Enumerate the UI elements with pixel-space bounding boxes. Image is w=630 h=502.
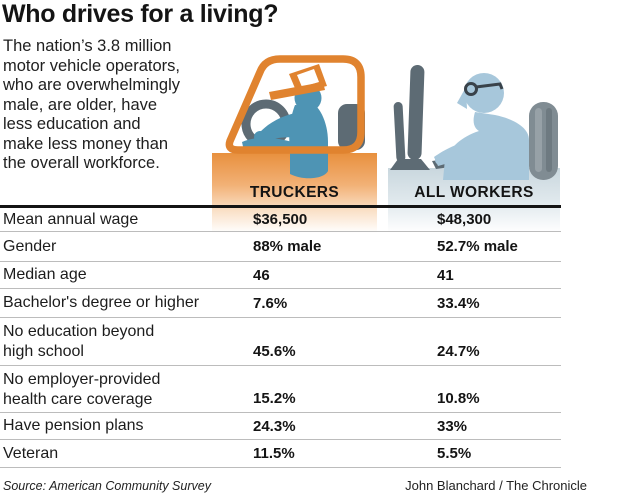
intro-line: who are overwhelmingly [3, 76, 180, 94]
row-label-line: No education beyond [3, 323, 155, 340]
row-label: Mean annual wage [3, 210, 139, 228]
source-attribution: Source: American Community Survey [3, 479, 211, 493]
table-row: Bachelor's degree or higher 7.6% 33.4% [0, 289, 561, 318]
table-row: Gender 88% male 52.7% male [0, 232, 561, 262]
intro-line: motor vehicle operators, [3, 56, 180, 75]
row-label-line: No employer-provided [3, 371, 161, 388]
table-row: Median age 46 41 [0, 262, 561, 289]
all-workers-value: 5.5% [437, 445, 472, 462]
truckers-value: 11.5% [253, 445, 295, 462]
intro-line: male, are older, have [3, 95, 158, 114]
column-header-all-workers: ALL WORKERS [414, 184, 534, 201]
page-title: Who drives for a living? [2, 0, 279, 28]
intro-line: make less money than [3, 134, 169, 153]
all-workers-value: $48,300 [437, 211, 492, 228]
truckers-value: 46 [253, 266, 270, 284]
all-workers-value: 41 [437, 266, 454, 284]
row-label: Veteran [3, 444, 59, 462]
row-label: Bachelor's degree or higher [3, 294, 200, 311]
office-worker-icon [390, 65, 558, 180]
all-workers-value: 33.4% [437, 294, 480, 312]
row-label: Gender [3, 237, 57, 255]
artist-credit: John Blanchard / The Chronicle [405, 478, 587, 493]
trucker-icon [225, 55, 365, 179]
all-workers-value: 24.7% [437, 343, 480, 360]
intro-line: The nation’s 3.8 million [3, 37, 172, 55]
truckers-value: 88% male [253, 238, 322, 255]
truckers-value: $36,500 [253, 211, 308, 228]
truckers-value: 15.2% [253, 390, 296, 407]
all-workers-value: 33% [437, 417, 468, 435]
row-label: Have pension plans [3, 417, 144, 434]
intro-line: the overall workforce. [3, 154, 160, 172]
row-label: Median age [3, 266, 87, 283]
truckers-value: 45.6% [253, 343, 296, 360]
intro-line: less education and [3, 115, 141, 133]
all-workers-value: 52.7% male [437, 238, 518, 255]
comparison-table: Mean annual wage $36,500 $48,300 Gender … [0, 208, 561, 468]
intro-text: The nation’s 3.8 million motor vehicle o… [3, 37, 180, 174]
row-label-line: health care coverage [3, 391, 153, 408]
table-row: No education beyond high school 45.6% 24… [0, 318, 561, 366]
truckers-value: 7.6% [253, 294, 288, 312]
table-row: Have pension plans 24.3% 33% [0, 413, 561, 440]
table-row: Veteran 11.5% 5.5% [0, 440, 561, 468]
header-rule [0, 205, 561, 208]
table-row: Mean annual wage $36,500 $48,300 [0, 208, 561, 232]
table-row: No employer-provided health care coverag… [0, 366, 561, 413]
row-label-line: high school [3, 343, 84, 360]
truckers-value: 24.3% [253, 417, 296, 435]
all-workers-value: 10.8% [437, 390, 480, 407]
column-header-truckers: TRUCKERS [249, 184, 340, 201]
